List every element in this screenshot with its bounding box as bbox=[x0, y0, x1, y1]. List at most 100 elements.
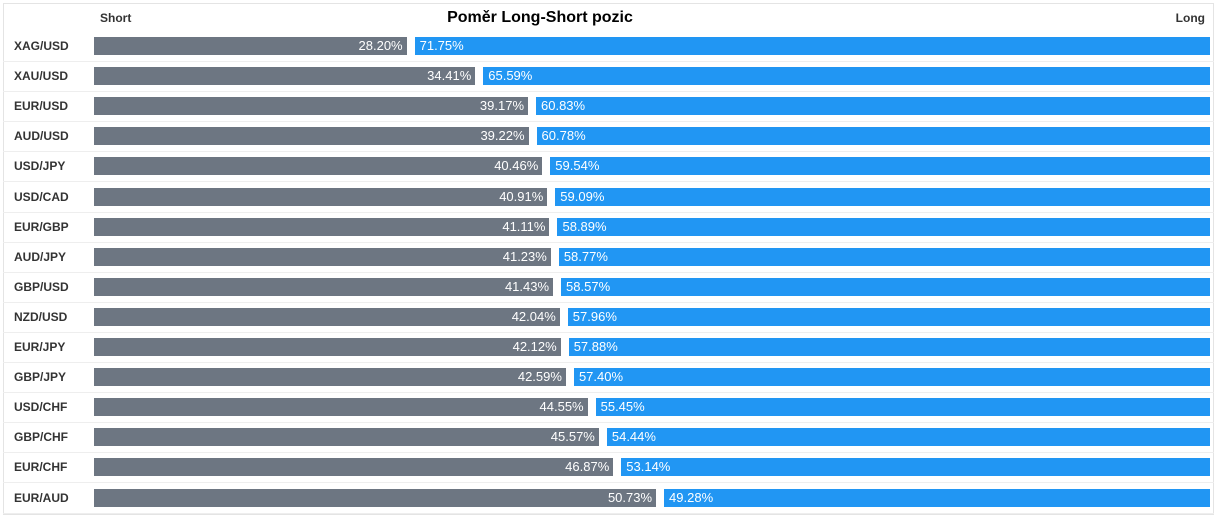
long-value-label: 57.88% bbox=[573, 339, 618, 354]
short-bar bbox=[94, 67, 476, 85]
long-bar bbox=[664, 489, 1210, 507]
long-value-label: 60.78% bbox=[541, 128, 586, 143]
category-label: AUD/JPY bbox=[14, 250, 67, 264]
long-value-label: 57.40% bbox=[578, 369, 624, 384]
long-bar bbox=[550, 157, 1210, 175]
category-label: GBP/JPY bbox=[14, 370, 67, 384]
row-separator bbox=[3, 61, 1214, 62]
category-label: GBP/CHF bbox=[14, 430, 68, 444]
short-value-label: 50.73% bbox=[607, 490, 653, 505]
category-label: EUR/JPY bbox=[14, 340, 66, 354]
short-bar bbox=[94, 398, 588, 416]
short-value-label: 39.22% bbox=[480, 128, 525, 143]
long-bar bbox=[555, 188, 1210, 206]
chart-frame bbox=[3, 3, 1214, 515]
short-bar bbox=[94, 458, 614, 476]
long-bar bbox=[595, 398, 1210, 416]
category-label: EUR/USD bbox=[14, 99, 69, 113]
category-label: USD/CHF bbox=[14, 400, 68, 414]
short-value-label: 41.43% bbox=[504, 279, 550, 294]
short-bar bbox=[94, 428, 599, 446]
long-bar bbox=[536, 97, 1210, 115]
long-bar bbox=[561, 278, 1210, 296]
short-value-label: 34.41% bbox=[427, 68, 472, 83]
long-bar bbox=[557, 218, 1210, 236]
long-bar bbox=[567, 308, 1210, 326]
row-separator bbox=[3, 91, 1214, 92]
short-value-label: 42.59% bbox=[517, 369, 562, 384]
long-value-label: 55.45% bbox=[600, 399, 645, 414]
long-value-label: 60.83% bbox=[541, 98, 586, 113]
short-value-label: 39.17% bbox=[479, 98, 524, 113]
category-label: USD/CAD bbox=[14, 190, 69, 204]
category-label: EUR/CHF bbox=[14, 460, 68, 474]
long-bar bbox=[621, 458, 1210, 476]
category-label: GBP/USD bbox=[14, 280, 69, 294]
long-bar bbox=[573, 368, 1210, 386]
long-bar bbox=[414, 37, 1210, 55]
row-separator bbox=[3, 272, 1214, 273]
row-separator bbox=[3, 422, 1214, 423]
row-separator bbox=[3, 302, 1214, 303]
long-bar bbox=[536, 127, 1210, 145]
long-value-label: 59.54% bbox=[555, 158, 600, 173]
short-bar bbox=[94, 308, 560, 326]
short-value-label: 45.57% bbox=[550, 429, 595, 444]
row-separator bbox=[3, 242, 1214, 243]
category-label: XAG/USD bbox=[14, 39, 69, 53]
chart-title: Poměr Long-Short pozic bbox=[447, 9, 633, 26]
short-bar bbox=[94, 218, 550, 236]
long-bar bbox=[558, 248, 1210, 266]
row-separator bbox=[3, 452, 1214, 453]
long-value-label: 71.75% bbox=[419, 38, 464, 53]
short-value-label: 46.87% bbox=[565, 459, 610, 474]
short-value-label: 44.55% bbox=[539, 399, 584, 414]
row-separator bbox=[3, 513, 1214, 514]
short-bar bbox=[94, 127, 529, 145]
long-bar bbox=[606, 428, 1210, 446]
row-separator bbox=[3, 151, 1214, 152]
row-separator bbox=[3, 181, 1214, 182]
long-value-label: 65.59% bbox=[488, 68, 533, 83]
category-label: EUR/GBP bbox=[14, 220, 69, 234]
long-value-label: 58.77% bbox=[563, 249, 608, 264]
category-label: AUD/USD bbox=[14, 129, 69, 143]
category-label: XAU/USD bbox=[14, 69, 69, 83]
row-separator bbox=[3, 392, 1214, 393]
row-separator bbox=[3, 212, 1214, 213]
short-bar bbox=[94, 489, 657, 507]
long-bar bbox=[568, 338, 1210, 356]
long-value-label: 58.57% bbox=[566, 279, 611, 294]
long-bar bbox=[483, 67, 1210, 85]
short-value-label: 42.12% bbox=[512, 339, 557, 354]
short-bar bbox=[94, 37, 407, 55]
row-separator bbox=[3, 482, 1214, 483]
row-separator bbox=[3, 121, 1214, 122]
short-bar bbox=[94, 368, 566, 386]
category-label: NZD/USD bbox=[14, 310, 68, 324]
row-separator bbox=[3, 362, 1214, 363]
short-value-label: 28.20% bbox=[358, 38, 403, 53]
short-bar bbox=[94, 97, 528, 115]
short-value-label: 41.23% bbox=[502, 249, 547, 264]
long-value-label: 49.28% bbox=[669, 490, 714, 505]
long-value-label: 58.89% bbox=[562, 219, 607, 234]
short-bar bbox=[94, 338, 561, 356]
long-value-label: 53.14% bbox=[626, 459, 671, 474]
long-value-label: 57.96% bbox=[572, 309, 617, 324]
long-value-label: 59.09% bbox=[560, 189, 605, 204]
category-label: USD/JPY bbox=[14, 159, 66, 173]
short-value-label: 41.11% bbox=[502, 219, 546, 234]
short-value-label: 42.04% bbox=[511, 309, 556, 324]
long-header: Long bbox=[1175, 11, 1205, 25]
short-header: Short bbox=[100, 11, 132, 25]
category-label: EUR/AUD bbox=[14, 491, 69, 505]
long-value-label: 54.44% bbox=[611, 429, 656, 444]
short-bar bbox=[94, 157, 543, 175]
short-value-label: 40.91% bbox=[499, 189, 544, 204]
short-bar bbox=[94, 278, 554, 296]
short-bar bbox=[94, 188, 548, 206]
short-bar bbox=[94, 248, 551, 266]
row-separator bbox=[3, 332, 1214, 333]
